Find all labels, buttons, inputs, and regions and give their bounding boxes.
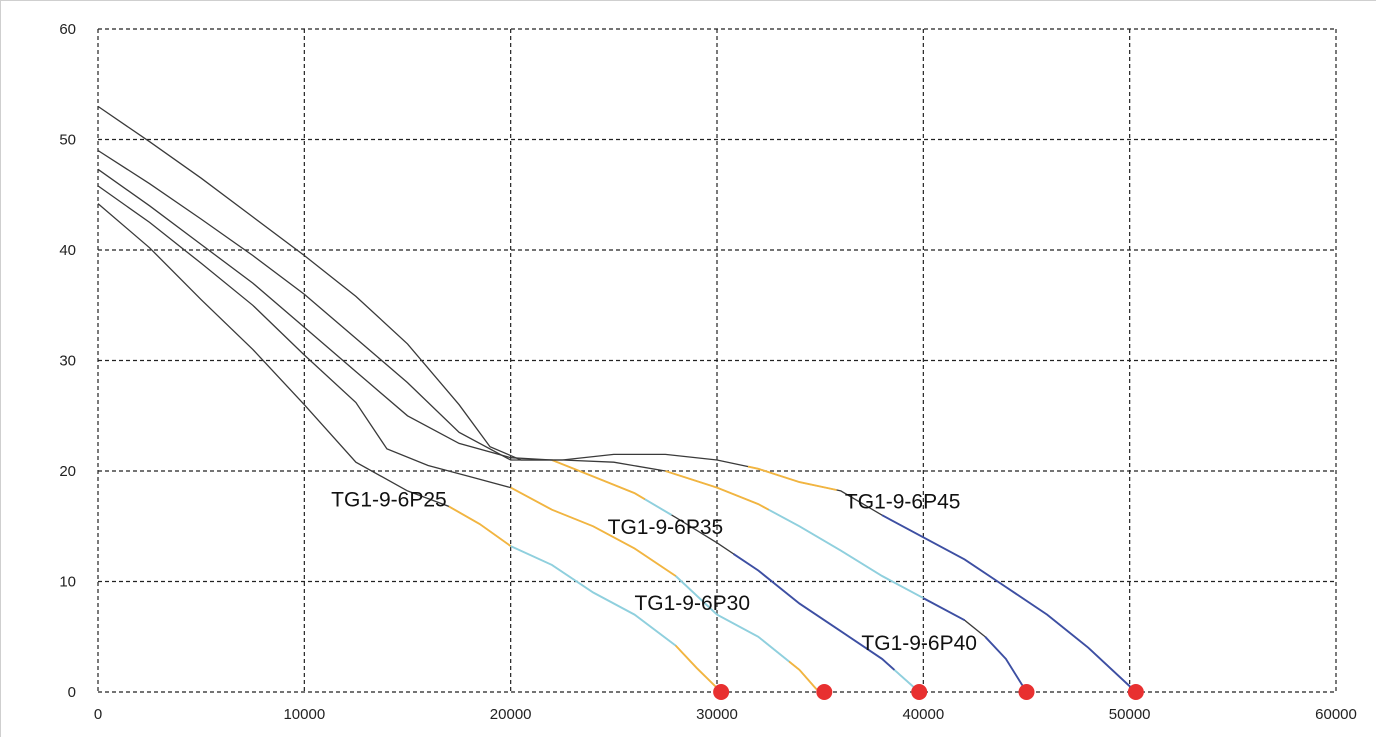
- series-label-TG1-9-6P25: TG1-9-6P25: [331, 488, 447, 511]
- series-segment-TG1-9-6P25-1: [510, 545, 677, 647]
- series-segment-TG1-9-6P30-1: [675, 575, 790, 663]
- series-segment-TG1-9-6P35-1: [644, 498, 673, 516]
- series-segment-TG1-9-6P40-0: [665, 470, 770, 511]
- x-tick-label: 60000: [1315, 706, 1357, 723]
- label-layer: TG1-9-6P25 TG1-9-6P30 TG1-9-6P35 TG1-9-6P40…: [331, 488, 977, 655]
- series-segment-TG1-9-6P25-0: [448, 505, 512, 547]
- y-tick-label: 20: [59, 463, 76, 480]
- y-tick-label: 0: [68, 684, 76, 701]
- series-label-TG1-9-6P35: TG1-9-6P35: [608, 516, 724, 539]
- tick-layer: 0 10000 20000 30000 40000 50000 60000 0 10 20 30 40…: [59, 21, 1357, 723]
- series-segment-TG1-9-6P40-1: [768, 508, 924, 599]
- end-point-TG1-9-6P30: [816, 684, 833, 700]
- series-label-TG1-9-6P45: TG1-9-6P45: [845, 491, 961, 514]
- series-line-TG1-9-6P30: [97, 185, 825, 693]
- end-point-TG1-9-6P40: [1018, 684, 1035, 700]
- series-TG1-9-6P45: [97, 105, 1137, 693]
- series-segment-TG1-9-6P40-2: [922, 597, 966, 622]
- series-TG1-9-6P25: [97, 203, 722, 693]
- y-tick-label: 30: [59, 353, 76, 370]
- series-TG1-9-6P40: [97, 149, 1028, 693]
- series-segment-TG1-9-6P35-0: [551, 459, 646, 501]
- y-tick-label: 10: [59, 574, 76, 591]
- x-tick-label: 20000: [490, 706, 532, 723]
- x-tick-label: 30000: [696, 706, 738, 723]
- series-segment-TG1-9-6P30-0: [510, 486, 677, 577]
- end-point-TG1-9-6P35: [911, 684, 928, 700]
- x-tick-label: 40000: [902, 706, 944, 723]
- series-TG1-9-6P30: [97, 185, 825, 693]
- series-line-TG1-9-6P40: [97, 149, 1028, 693]
- marker-layer: [713, 684, 1144, 700]
- series-label-TG1-9-6P30: TG1-9-6P30: [634, 592, 750, 615]
- series-segment-TG1-9-6P25-2: [675, 644, 722, 693]
- y-tick-label: 40: [59, 242, 76, 259]
- series-TG1-9-6P35: [97, 168, 920, 693]
- x-tick-label: 0: [94, 706, 102, 723]
- series-segment-TG1-9-6P45-0: [747, 465, 837, 491]
- x-tick-label: 10000: [283, 706, 325, 723]
- series-label-TG1-9-6P40: TG1-9-6P40: [861, 632, 977, 655]
- y-tick-label: 60: [59, 21, 76, 38]
- series-line-TG1-9-6P35: [97, 168, 920, 693]
- series-layer: [97, 105, 1137, 693]
- series-segment-TG1-9-6P35-2: [732, 553, 896, 671]
- series-segment-TG1-9-6P40-3: [984, 636, 1028, 693]
- series-segment-TG1-9-6P45-1: [881, 514, 1137, 693]
- series-line-TG1-9-6P25: [97, 203, 722, 693]
- end-point-TG1-9-6P45: [1127, 684, 1144, 700]
- x-tick-label: 50000: [1109, 706, 1151, 723]
- end-point-TG1-9-6P25: [713, 684, 730, 700]
- y-tick-label: 50: [59, 132, 76, 149]
